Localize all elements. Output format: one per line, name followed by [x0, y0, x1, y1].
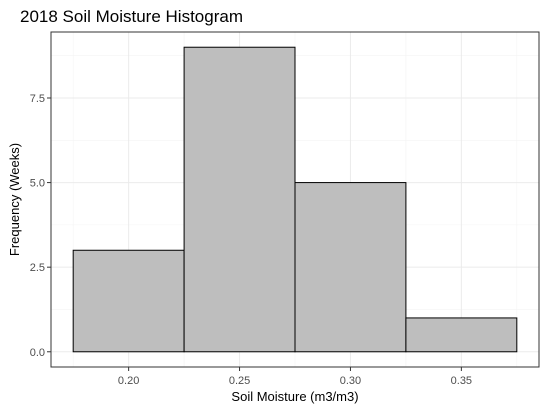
- plot-panel: [50, 31, 540, 368]
- histogram-bar-4: [405, 317, 518, 353]
- x-tick-label: 0.30: [340, 375, 361, 387]
- chart-title: 2018 Soil Moisture Histogram: [20, 7, 243, 26]
- x-tick-label: 0.25: [229, 375, 250, 387]
- y-axis: 0.0 2.5 5.0 7.5: [30, 93, 51, 359]
- y-axis-title: Frequency (Weeks): [7, 143, 22, 256]
- histogram-bar-1: [72, 249, 185, 353]
- x-tick-label: 0.20: [118, 375, 139, 387]
- y-tick-label: 0.0: [30, 347, 45, 359]
- x-tick-label: 0.35: [451, 375, 472, 387]
- histogram-bar-3: [294, 182, 407, 353]
- x-axis: 0.20 0.25 0.30 0.35: [118, 367, 472, 387]
- y-tick-label: 5.0: [30, 178, 45, 190]
- y-tick-label: 7.5: [30, 93, 45, 105]
- x-axis-title: Soil Moisture (m3/m3): [231, 389, 358, 404]
- histogram-bar-2: [183, 46, 296, 353]
- bars: [72, 46, 518, 353]
- y-tick-label: 2.5: [30, 262, 45, 274]
